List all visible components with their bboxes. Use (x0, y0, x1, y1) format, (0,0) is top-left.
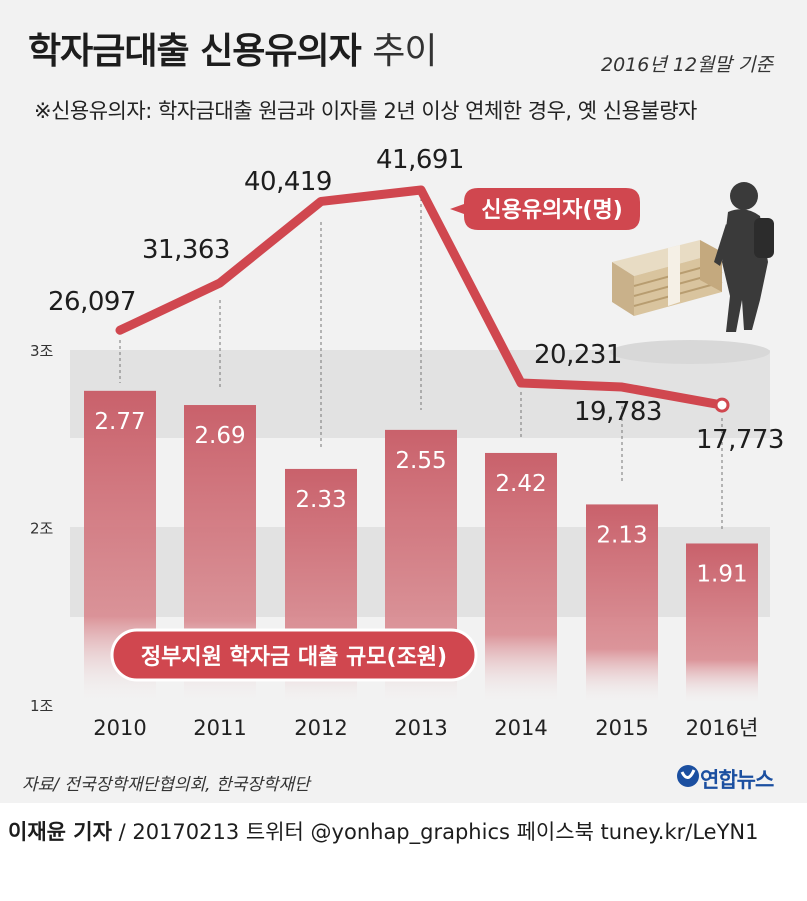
line-value-label: 20,231 (534, 340, 622, 370)
source-note: 자료/ 전국장학재단협의회, 한국장학재단 (22, 775, 310, 795)
person-with-backpack-icon (610, 182, 774, 364)
y-tick-label: 2조 (30, 520, 54, 538)
bar-value-label: 2.13 (596, 522, 647, 548)
line-value-label: 17,773 (696, 425, 784, 455)
line-legend: 신용유의자(명) (450, 188, 640, 230)
bar-value-label: 2.69 (194, 423, 245, 449)
line-legend-label: 신용유의자(명) (481, 198, 623, 223)
bar-legend: 정부지원 학자금 대출 규모(조원) (110, 628, 478, 682)
bar (586, 504, 658, 705)
x-tick-label: 2014 (494, 716, 547, 740)
definition-note: ※신용유의자: 학자금대출 원금과 이자를 2년 이상 연체한 경우, 옛 신용… (34, 99, 697, 123)
credit-rest: / 20170213 트위터 @yonhap_graphics 페이스북 tun… (111, 820, 759, 844)
end-marker (714, 397, 730, 413)
bar-value-label: 1.91 (696, 561, 747, 587)
line-value-label: 40,419 (244, 167, 332, 197)
x-tick-label: 2013 (394, 716, 447, 740)
credit-line: 이재윤 기자 / 20170213 트위터 @yonhap_graphics 페… (8, 816, 758, 846)
yonhap-logo (677, 765, 699, 787)
bar-value-label: 2.55 (395, 448, 446, 474)
line-value-label: 26,097 (48, 287, 136, 317)
line-value-label: 19,783 (574, 397, 662, 427)
illustration (610, 182, 774, 364)
chart-title: 학자금대출 신용유의자 추이 (28, 22, 438, 74)
reporter-name: 이재윤 기자 (8, 820, 112, 844)
title-bold: 학자금대출 신용유의자 (28, 31, 362, 72)
logo-text: 연합뉴스 (700, 768, 774, 792)
chart: 3조 2조 1조 2.77 2.69 2.33 2.55 2.42 2.13 1.91 2010… (30, 145, 784, 740)
x-tick-label: 2016년 (686, 716, 759, 740)
series-line (115, 185, 727, 410)
bar-value-label: 2.77 (94, 409, 145, 435)
bar-value-label: 2.33 (295, 487, 346, 513)
x-tick-label: 2015 (595, 716, 648, 740)
bar (485, 452, 557, 705)
x-tick-label: 2011 (193, 716, 246, 740)
x-tick-label: 2012 (294, 716, 347, 740)
basis-date: 2016년 12월말 기준 (600, 54, 773, 76)
money-bundle-icon (612, 240, 723, 316)
bar (686, 543, 758, 705)
title-light: 추이 (372, 31, 437, 72)
y-tick-label: 3조 (30, 342, 54, 360)
line-value-label: 31,363 (142, 235, 230, 265)
y-tick-label: 1조 (30, 697, 54, 715)
line-value-label: 41,691 (376, 145, 464, 175)
bar-legend-label: 정부지원 학자금 대출 규모(조원) (141, 645, 447, 670)
x-tick-label: 2010 (93, 716, 146, 740)
bar-value-label: 2.42 (495, 471, 546, 497)
